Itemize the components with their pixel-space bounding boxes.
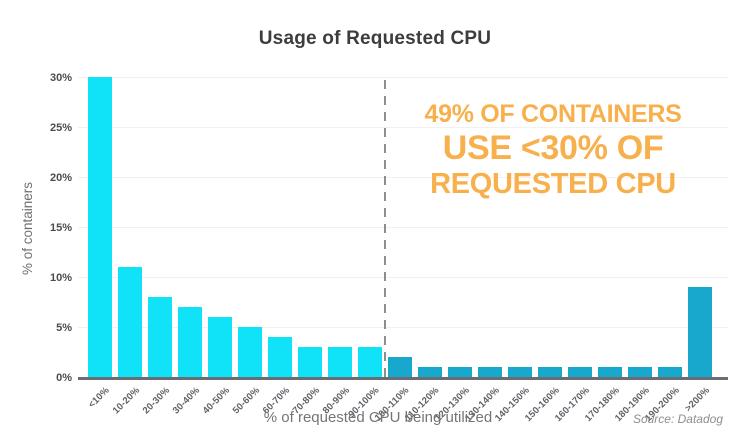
gridline-30 — [78, 77, 728, 78]
y-tick-label: 5% — [56, 322, 72, 334]
gridline-20 — [78, 177, 728, 178]
bar-170-180% — [598, 367, 622, 377]
y-axis-label: % of containers — [20, 181, 35, 275]
annotation-line-1: 49% OF CONTAINERS — [424, 100, 682, 128]
bar-150-160% — [538, 367, 562, 377]
y-tick-label: 15% — [49, 222, 72, 234]
source-caption: Source: Datadog — [632, 412, 723, 426]
x-tick-label: <10% — [86, 385, 112, 411]
gridline-15 — [78, 227, 728, 228]
bar-160-170% — [568, 367, 592, 377]
y-tick-label: 0% — [56, 372, 72, 384]
gridline-5 — [78, 327, 728, 328]
bar-180-190% — [628, 367, 652, 377]
bar-40-50% — [208, 317, 232, 377]
bar-10-20% — [118, 267, 142, 377]
bar-50-60% — [238, 327, 262, 377]
bar-190-200% — [658, 367, 682, 377]
bar-90-100% — [358, 347, 382, 377]
bar-100-110% — [388, 357, 412, 377]
bar-80-90% — [328, 347, 352, 377]
bar-130-140% — [478, 367, 502, 377]
bar-60-70% — [268, 337, 292, 377]
divider-dashed-line — [384, 80, 386, 378]
plot-area: 0% 5% 10% 15% 20% 25% 30% <10% 10-20% 20-30% 30-40… — [50, 72, 728, 424]
annotation-callout: 49% OF CONTAINERS USE <30% OF REQUESTED … — [403, 100, 703, 201]
bar-110-120% — [418, 367, 442, 377]
bar-30-40% — [178, 307, 202, 377]
annotation-line-2: USE <30% OF — [442, 129, 664, 167]
bar->200% — [688, 287, 712, 377]
gridline-10 — [78, 277, 728, 278]
bar-<10% — [88, 77, 112, 377]
y-tick-label: 20% — [49, 172, 72, 184]
bar-120-130% — [448, 367, 472, 377]
bar-70-80% — [298, 347, 322, 377]
chart-title: Usage of Requested CPU — [258, 28, 492, 49]
gridline-25 — [78, 127, 728, 128]
bar-20-30% — [148, 297, 172, 377]
annotation-line-3: REQUESTED CPU — [430, 168, 676, 200]
y-tick-label: 30% — [49, 72, 72, 84]
y-tick-label: 25% — [49, 122, 72, 134]
x-axis-title: % of requested CPU being utilized — [263, 409, 493, 426]
x-axis-line — [78, 377, 728, 380]
bar-140-150% — [508, 367, 532, 377]
y-tick-label: 10% — [49, 272, 72, 284]
